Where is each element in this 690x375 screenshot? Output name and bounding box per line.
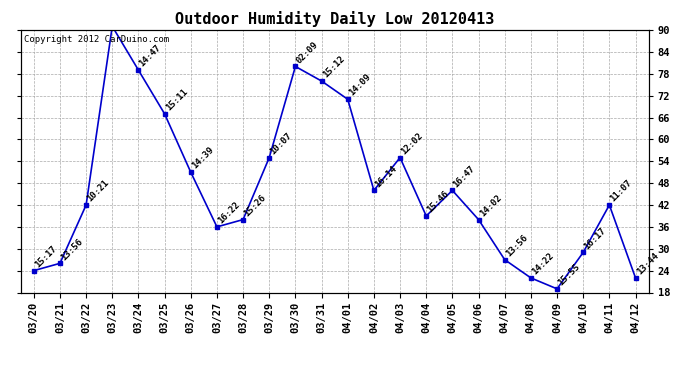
Title: Outdoor Humidity Daily Low 20120413: Outdoor Humidity Daily Low 20120413: [175, 12, 494, 27]
Text: 15:26: 15:26: [242, 193, 268, 218]
Text: 16:17: 16:17: [582, 226, 608, 251]
Text: 15:17: 15:17: [33, 244, 59, 269]
Text: 14:09: 14:09: [347, 72, 373, 98]
Text: 10:21: 10:21: [86, 178, 110, 204]
Text: 15:11: 15:11: [164, 87, 189, 112]
Text: 00:00: 00:00: [0, 374, 1, 375]
Text: 14:22: 14:22: [530, 251, 555, 276]
Text: 12:02: 12:02: [400, 131, 424, 156]
Text: 10:07: 10:07: [268, 131, 294, 156]
Text: Copyright 2012 CarDuino.com: Copyright 2012 CarDuino.com: [24, 35, 169, 44]
Text: 14:39: 14:39: [190, 146, 215, 171]
Text: 16:47: 16:47: [451, 164, 477, 189]
Text: 13:56: 13:56: [59, 237, 85, 262]
Text: 13:56: 13:56: [504, 233, 529, 258]
Text: 02:09: 02:09: [295, 40, 320, 65]
Text: 15:46: 15:46: [426, 189, 451, 214]
Text: 13:44: 13:44: [635, 251, 660, 276]
Text: 14:47: 14:47: [137, 44, 163, 69]
Text: 14:02: 14:02: [477, 193, 503, 218]
Text: 15:55: 15:55: [556, 262, 582, 288]
Text: 16:14: 16:14: [373, 164, 399, 189]
Text: 15:12: 15:12: [321, 54, 346, 80]
Text: 11:07: 11:07: [609, 178, 634, 204]
Text: 16:22: 16:22: [216, 200, 241, 225]
